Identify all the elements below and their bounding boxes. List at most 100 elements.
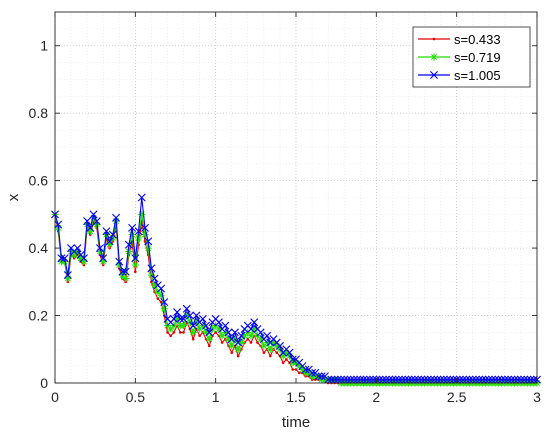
legend-marker — [430, 71, 438, 79]
data-point — [99, 254, 108, 263]
data-point — [365, 375, 374, 384]
data-point — [131, 254, 140, 263]
data-point — [504, 375, 513, 384]
data-point — [214, 331, 217, 334]
legend-label: s=0.433 — [454, 32, 501, 47]
data-point — [167, 325, 175, 333]
data-point — [336, 375, 345, 384]
data-point — [523, 375, 532, 384]
data-point — [143, 240, 147, 243]
data-point — [108, 230, 117, 239]
data-point — [172, 331, 176, 334]
data-point — [240, 332, 249, 340]
data-point — [160, 305, 168, 313]
data-point — [89, 210, 98, 219]
data-point — [369, 375, 378, 384]
data-point — [189, 328, 197, 337]
y-tick-label: 0 — [40, 375, 48, 391]
data-point — [99, 257, 107, 266]
data-point — [151, 281, 159, 289]
data-point — [349, 375, 358, 384]
data-point — [459, 375, 468, 384]
data-point — [510, 375, 519, 384]
axes — [54, 11, 538, 384]
data-point — [166, 331, 169, 334]
data-point — [327, 375, 336, 384]
data-point — [173, 308, 182, 317]
data-point — [202, 328, 210, 337]
data-point — [160, 298, 169, 307]
data-point — [330, 375, 339, 384]
data-point — [285, 358, 288, 361]
data-point — [105, 237, 114, 246]
data-point — [446, 375, 455, 384]
data-point — [112, 213, 121, 222]
data-point — [488, 375, 497, 384]
data-point — [359, 375, 368, 384]
data-point — [134, 234, 143, 242]
y-tick-label: 0.2 — [29, 308, 49, 324]
data-point — [144, 244, 152, 252]
data-point — [333, 375, 342, 384]
data-point — [398, 375, 407, 384]
x-tick-label: 3 — [533, 389, 541, 405]
data-point — [268, 354, 272, 358]
data-point — [115, 261, 123, 269]
data-point — [150, 274, 159, 283]
data-point — [230, 328, 239, 337]
data-point — [266, 345, 274, 353]
data-point — [391, 375, 400, 384]
data-point — [404, 375, 413, 384]
data-point — [191, 337, 195, 341]
y-tick-label: 0.4 — [29, 240, 49, 256]
data-point — [246, 337, 250, 341]
tick-labels: 0 0.5 1 1.5 2 2.5 3 0 0.2 0.4 0.6 0.8 1 — [29, 38, 542, 405]
data-point — [234, 338, 243, 347]
data-point — [218, 332, 226, 340]
data-point — [230, 351, 234, 354]
data-point — [205, 335, 213, 343]
data-point — [169, 314, 178, 323]
data-point — [475, 375, 484, 384]
data-point — [443, 375, 452, 384]
data-point — [134, 270, 137, 274]
data-point — [471, 375, 480, 384]
data-point — [182, 331, 185, 334]
data-point — [288, 355, 297, 364]
data-point — [215, 325, 223, 333]
data-point — [279, 352, 287, 360]
data-point — [179, 331, 182, 334]
data-point — [410, 375, 419, 384]
y-tick-label: 1 — [40, 38, 48, 54]
data-point — [375, 375, 384, 384]
data-point — [343, 375, 352, 384]
data-point — [79, 254, 88, 263]
data-point — [247, 325, 256, 334]
data-point — [221, 321, 230, 330]
data-point — [176, 314, 185, 323]
data-point — [70, 251, 78, 259]
data-point — [455, 375, 464, 384]
data-point — [141, 231, 149, 239]
data-point — [314, 372, 323, 381]
data-point — [420, 375, 429, 384]
data-point — [128, 223, 137, 232]
data-point — [507, 375, 516, 384]
data-point — [224, 328, 233, 337]
data-point — [494, 375, 503, 384]
data-point — [378, 375, 387, 384]
data-point — [394, 375, 403, 384]
data-point — [236, 354, 240, 358]
data-point — [147, 264, 156, 273]
data-point — [144, 237, 153, 246]
data-point — [520, 375, 529, 384]
x-axis-label: time — [282, 414, 310, 431]
data-point — [249, 341, 253, 344]
data-point — [401, 375, 410, 384]
data-point — [281, 361, 285, 365]
data-point — [115, 257, 124, 266]
data-point — [124, 240, 133, 249]
data-point — [102, 227, 111, 236]
data-point — [275, 351, 279, 354]
